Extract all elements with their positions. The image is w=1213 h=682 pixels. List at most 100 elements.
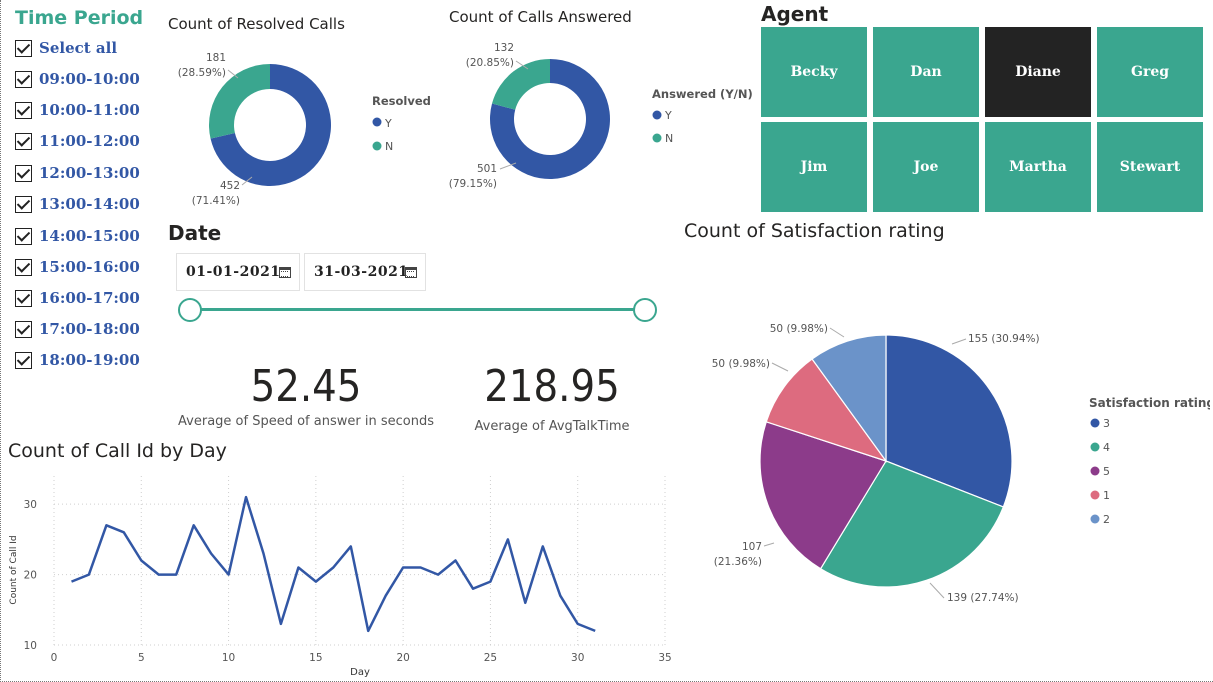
answered-leader-n xyxy=(515,60,529,70)
resolved-slice-y[interactable] xyxy=(210,64,331,186)
x-tick-label: 10 xyxy=(222,652,235,664)
agent-tile-diane[interactable]: Diane xyxy=(985,27,1091,117)
checkbox-checked-icon[interactable] xyxy=(15,101,32,119)
time-period-option[interactable]: 17:00-18:00 xyxy=(15,318,140,340)
time-period-option-label: 10:00-11:00 xyxy=(39,101,140,119)
agent-tile-label: Jim xyxy=(800,159,828,175)
checkbox-checked-icon[interactable] xyxy=(15,258,32,276)
resolved-legend-y[interactable]: Y xyxy=(384,117,392,130)
agent-tile-greg[interactable]: Greg xyxy=(1097,27,1203,117)
date-slider-end-handle[interactable] xyxy=(633,298,657,322)
x-tick-label: 25 xyxy=(484,652,497,664)
resolved-legend-n[interactable]: N xyxy=(385,140,393,153)
day-chart-ylabel: Count of Call Id xyxy=(9,535,19,604)
time-period-option-label: 18:00-19:00 xyxy=(39,351,140,369)
time-period-option-label: 13:00-14:00 xyxy=(39,195,140,213)
agent-tile-label: Joe xyxy=(913,159,939,175)
checkbox-checked-icon[interactable] xyxy=(15,227,32,245)
time-period-option[interactable]: 12:00-13:00 xyxy=(15,162,140,184)
y-tick-label: 10 xyxy=(24,640,37,652)
start-date-input[interactable]: 01-01-2021 xyxy=(176,253,300,291)
start-date-value: 01-01-2021 xyxy=(186,264,281,280)
checkbox-checked-icon[interactable] xyxy=(15,70,32,88)
agent-tile-label: Martha xyxy=(1009,159,1067,175)
checkbox-checked-icon[interactable] xyxy=(15,132,32,150)
date-range-slider[interactable] xyxy=(190,308,645,311)
satisfaction-legend-item[interactable]: 4 xyxy=(1103,441,1110,454)
checkbox-checked-icon[interactable] xyxy=(15,39,32,57)
answered-legend-y-dot xyxy=(652,110,662,120)
answered-legend-title: Answered (Y/N) xyxy=(652,87,753,101)
answered-slice-y[interactable] xyxy=(490,59,610,179)
checkbox-checked-icon[interactable] xyxy=(15,195,32,213)
resolved-label-n-count: 181 xyxy=(206,52,226,64)
agent-tile-stewart[interactable]: Stewart xyxy=(1097,122,1203,212)
agent-tile-label: Becky xyxy=(790,64,838,80)
agent-title: Agent xyxy=(761,2,829,26)
satisfaction-legend-item[interactable]: 5 xyxy=(1103,465,1110,478)
satisfaction-legend-dot xyxy=(1090,490,1100,500)
satisfaction-slice-1[interactable] xyxy=(765,358,888,463)
answered-label-n-count: 132 xyxy=(494,42,514,54)
satisfaction-slice-3[interactable] xyxy=(885,334,1013,508)
answered-label-y-count: 501 xyxy=(477,163,497,175)
answered-legend-n-dot xyxy=(652,133,662,143)
day-chart-title: Count of Call Id by Day xyxy=(8,440,227,462)
end-date-value: 31-03-2021 xyxy=(314,264,409,280)
time-period-option-label: 15:00-16:00 xyxy=(39,258,140,276)
sat-leader-3 xyxy=(951,338,967,345)
answered-slice-n[interactable] xyxy=(492,59,550,110)
resolved-legend-title: Resolved xyxy=(372,94,431,108)
satisfaction-legend-dot xyxy=(1090,418,1100,428)
satisfaction-legend-item[interactable]: 2 xyxy=(1103,513,1110,526)
day-line-chart: 10 20 30 0 5 10 15 20 25 30 35 Day Count of Call I… xyxy=(9,476,672,678)
checkbox-checked-icon[interactable] xyxy=(15,164,32,182)
satisfaction-legend-item[interactable]: 3 xyxy=(1103,417,1110,430)
x-tick-label: 0 xyxy=(51,652,58,664)
agent-tile-label: Stewart xyxy=(1119,159,1181,175)
day-line-series xyxy=(71,495,596,633)
calendar-icon[interactable] xyxy=(405,267,417,278)
satisfaction-slice-2[interactable] xyxy=(811,334,887,463)
agent-tile-becky[interactable]: Becky xyxy=(761,27,867,117)
time-period-option[interactable]: 13:00-14:00 xyxy=(15,193,140,215)
sat-leader-1 xyxy=(771,362,789,372)
date-title: Date xyxy=(168,221,222,245)
satisfaction-slice-4[interactable] xyxy=(819,460,1005,588)
time-period-option[interactable]: 09:00-10:00 xyxy=(15,68,140,90)
checkbox-checked-icon[interactable] xyxy=(15,320,32,338)
checkbox-checked-icon[interactable] xyxy=(15,289,32,307)
agent-tile-jim[interactable]: Jim xyxy=(761,122,867,212)
time-period-option-label: 12:00-13:00 xyxy=(39,164,140,182)
end-date-input[interactable]: 31-03-2021 xyxy=(304,253,426,291)
time-period-option[interactable]: 14:00-15:00 xyxy=(15,225,140,247)
time-period-option[interactable]: 16:00-17:00 xyxy=(15,287,140,309)
sat-label-5-pct: (21.36%) xyxy=(714,556,762,568)
calendar-icon[interactable] xyxy=(279,267,291,278)
satisfaction-legend-title: Satisfaction rating xyxy=(1089,396,1210,410)
resolved-legend-y-dot xyxy=(372,117,382,127)
resolved-slice-n[interactable] xyxy=(209,64,270,139)
x-tick-label: 15 xyxy=(309,652,322,664)
time-period-option[interactable]: 18:00-19:00 xyxy=(15,349,140,371)
resolved-label-y-count: 452 xyxy=(220,180,240,192)
satisfaction-slice-5[interactable] xyxy=(759,421,887,570)
avg-talk-time-label: Average of AvgTalkTime xyxy=(474,419,630,434)
resolved-donut-chart: 181 (28.59%) 452 (71.41%) Resolved Y N xyxy=(178,52,431,207)
answered-legend-y[interactable]: Y xyxy=(664,109,672,122)
checkbox-checked-icon[interactable] xyxy=(15,351,32,369)
satisfaction-chart-title: Count of Satisfaction rating xyxy=(684,220,945,242)
date-slider-start-handle[interactable] xyxy=(178,298,202,322)
avg-talk-time-value: 218.95 xyxy=(484,361,620,412)
time-period-option[interactable]: 11:00-12:00 xyxy=(15,130,140,152)
agent-tile-joe[interactable]: Joe xyxy=(873,122,979,212)
time-period-option[interactable]: Select all xyxy=(15,37,117,59)
agent-tile-martha[interactable]: Martha xyxy=(985,122,1091,212)
answered-legend-n[interactable]: N xyxy=(665,132,673,145)
time-period-option[interactable]: 15:00-16:00 xyxy=(15,256,140,278)
agent-tile-dan[interactable]: Dan xyxy=(873,27,979,117)
time-period-option[interactable]: 10:00-11:00 xyxy=(15,99,140,121)
resolved-leader-y xyxy=(241,176,253,186)
satisfaction-legend-item[interactable]: 1 xyxy=(1103,489,1110,502)
x-tick-label: 30 xyxy=(571,652,584,664)
